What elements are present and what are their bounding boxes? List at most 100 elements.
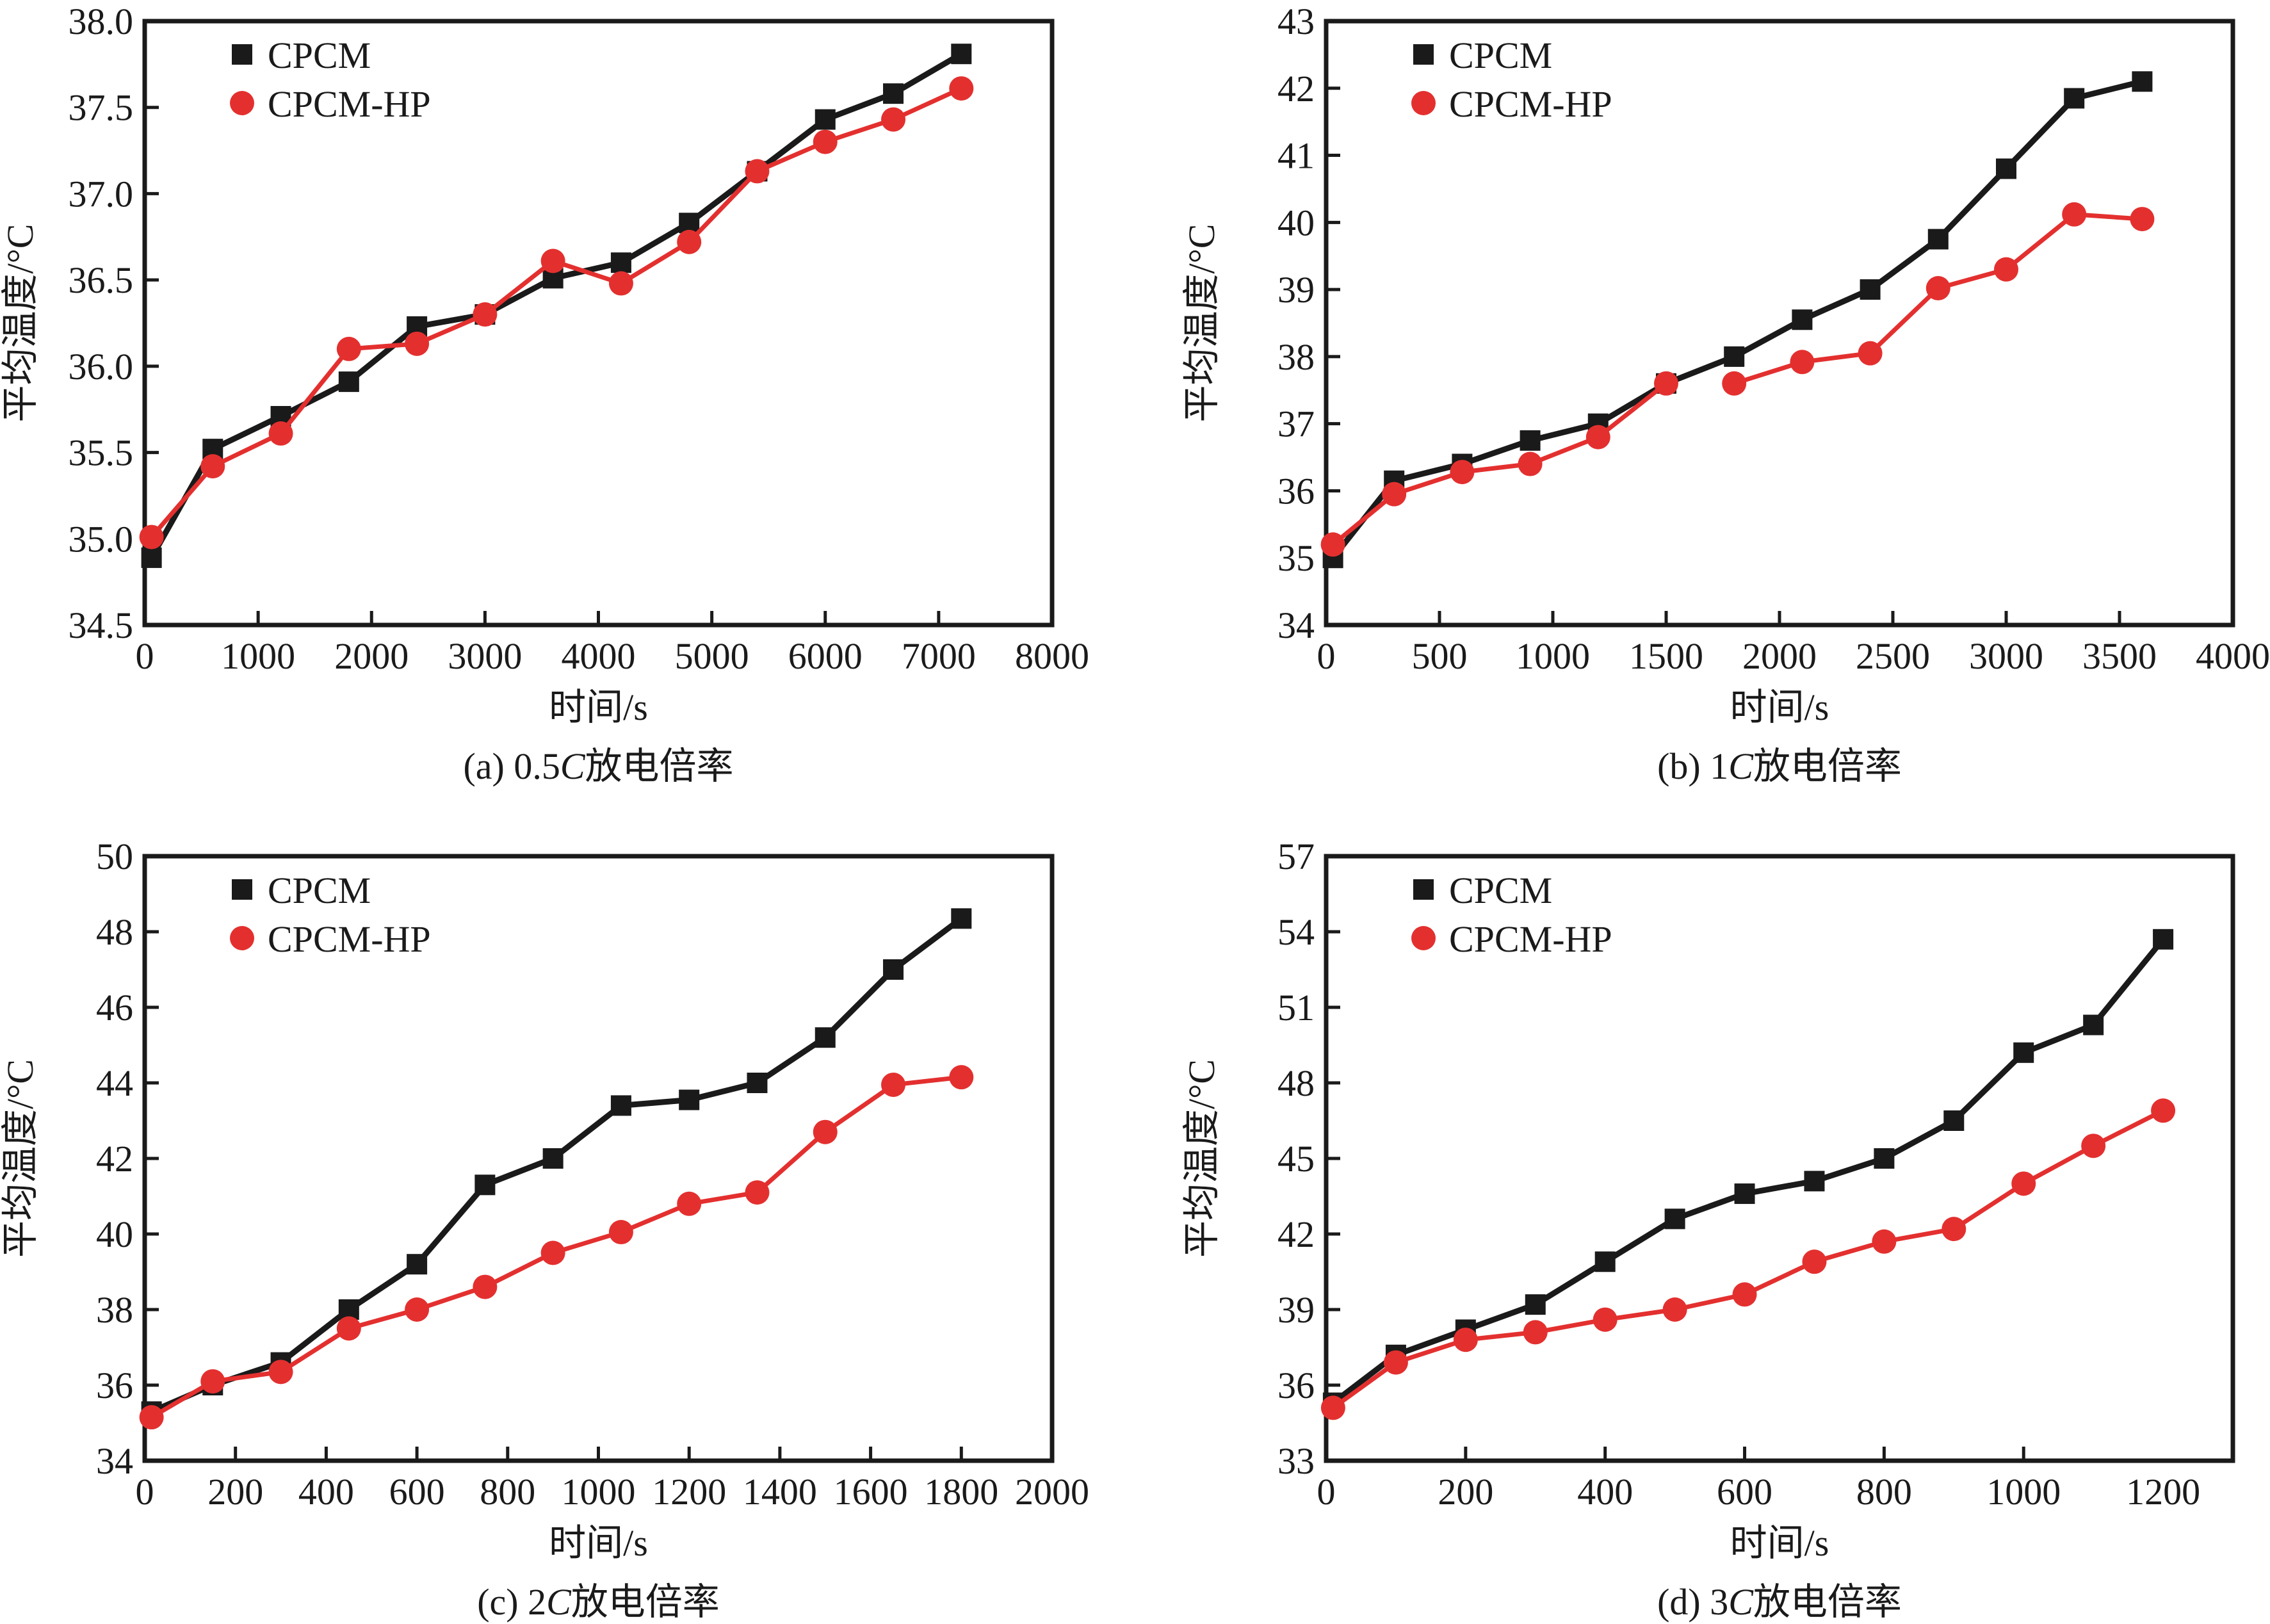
data-point-circle	[139, 1405, 164, 1430]
y-tick-label: 35.0	[69, 518, 134, 560]
chart-c: 0 200 400 600 800 1000 1200 1400 1600 1800 2000 34 3…	[0, 836, 1089, 1623]
data-point-square	[1594, 1251, 1616, 1272]
data-point-circle	[1662, 1297, 1687, 1322]
legend-marker-square	[1413, 879, 1434, 900]
x-tick-label: 2000	[1015, 1471, 1089, 1513]
y-tick-label: 38	[1277, 336, 1315, 378]
y-axis-title: 平均温度/°C	[0, 224, 41, 423]
data-point-circle	[1523, 1320, 1548, 1345]
data-point-circle	[1320, 532, 1345, 557]
y-tick-label: 35	[1277, 537, 1315, 579]
y-tick-label: 42	[1277, 1214, 1315, 1255]
data-point-square	[2132, 71, 2153, 92]
data-point-square	[1664, 1208, 1685, 1230]
data-point-circle	[540, 1240, 565, 1265]
series-cpcm-hp	[1320, 1098, 2176, 1420]
data-point-circle	[881, 107, 906, 132]
legend-label: CPCM	[1449, 870, 1552, 911]
data-point-square	[610, 252, 631, 273]
series-cpcm	[1322, 71, 2153, 569]
data-point-circle	[1450, 460, 1475, 485]
data-point-square	[951, 908, 972, 929]
data-point-square	[951, 44, 972, 65]
data-point-circle	[1790, 350, 1815, 375]
x-tick-label: 5000	[675, 635, 749, 677]
data-point-square	[815, 1027, 836, 1048]
y-tick-label: 37.5	[69, 87, 134, 129]
data-point-square	[1943, 1110, 1965, 1131]
data-point-circle	[1585, 425, 1610, 450]
data-point-circle	[949, 76, 974, 101]
data-point-square	[883, 83, 904, 104]
data-point-circle	[473, 302, 498, 327]
y-tick-label: 48	[1277, 1062, 1315, 1104]
x-tick-label: 200	[207, 1471, 263, 1513]
caption-prefix: (c) 2	[477, 1581, 546, 1623]
data-point-circle	[1942, 1217, 1966, 1242]
x-tick-label: 3000	[448, 635, 522, 677]
y-tick-label: 33	[1277, 1440, 1315, 1482]
x-tick-label: 800	[1856, 1471, 1912, 1513]
data-point-square	[2013, 1042, 2034, 1063]
series-cpcm-hp	[139, 76, 974, 549]
y-tick-label: 39	[1277, 1289, 1315, 1331]
data-point-circle	[473, 1274, 498, 1299]
x-tick-label: 2000	[334, 635, 409, 677]
data-point-circle	[745, 159, 770, 184]
series-line	[149, 51, 963, 560]
data-point-square	[1996, 158, 2016, 179]
x-tick-label: 8000	[1015, 635, 1089, 677]
legend-label: CPCM-HP	[1449, 918, 1612, 960]
legend: CPCM CPCM-HP	[1411, 870, 1612, 960]
series-cpcm	[141, 44, 972, 568]
x-tick-label: 1200	[2126, 1471, 2200, 1513]
legend: CPCM CPCM-HP	[230, 870, 431, 960]
data-point-circle	[813, 1119, 838, 1144]
data-point-square	[1927, 229, 1949, 250]
data-point-circle	[336, 336, 361, 361]
data-point-circle	[2081, 1133, 2106, 1158]
legend-label: CPCM-HP	[268, 918, 431, 960]
data-point-circle	[677, 1191, 702, 1216]
data-point-square	[2083, 1014, 2104, 1035]
chart-caption: (d) 3C放电倍率	[1657, 1581, 1902, 1623]
data-point-circle	[2130, 207, 2155, 232]
data-point-square	[1520, 430, 1541, 451]
x-tick-label: 2500	[1856, 635, 1930, 677]
caption-suffix: 放电倍率	[1753, 745, 1902, 787]
x-tick-label: 4000	[2196, 635, 2270, 677]
x-tick-label: 600	[389, 1471, 445, 1513]
caption-italic: C	[546, 1581, 572, 1623]
x-tick-label: 3000	[1969, 635, 2043, 677]
y-tick-label: 36	[96, 1365, 133, 1406]
data-point-square	[1792, 309, 1813, 330]
x-axis-title: 时间/s	[549, 1522, 648, 1564]
y-axis-title: 平均温度/°C	[1181, 1059, 1222, 1258]
data-point-circle	[540, 248, 565, 273]
x-tick-label: 500	[1412, 635, 1468, 677]
chart-caption: (c) 2C放电倍率	[477, 1581, 720, 1623]
y-tick-label: 54	[1277, 911, 1315, 953]
data-point-square	[815, 109, 836, 130]
data-point-circle	[405, 331, 430, 356]
x-axis-title: 时间/s	[1730, 1522, 1829, 1564]
data-point-square	[407, 1254, 428, 1275]
data-point-circle	[2062, 202, 2087, 227]
y-tick-label: 42	[1277, 68, 1315, 110]
x-tick-label: 1400	[743, 1471, 817, 1513]
series-line	[1331, 78, 2143, 560]
x-tick-label: 1600	[834, 1471, 908, 1513]
y-tick-label: 34	[1277, 605, 1315, 646]
legend-marker-circle	[1411, 91, 1436, 115]
x-tick-label: 0	[136, 635, 154, 677]
x-tick-label: 4000	[562, 635, 636, 677]
data-point-square	[474, 1174, 496, 1196]
y-tick-label: 42	[96, 1138, 133, 1180]
x-tick-label: 400	[298, 1471, 354, 1513]
y-tick-label: 44	[96, 1062, 133, 1104]
data-point-circle	[268, 421, 293, 446]
series-line	[1331, 382, 1668, 546]
x-axis-title: 时间/s	[549, 686, 648, 728]
data-point-circle	[949, 1065, 974, 1090]
